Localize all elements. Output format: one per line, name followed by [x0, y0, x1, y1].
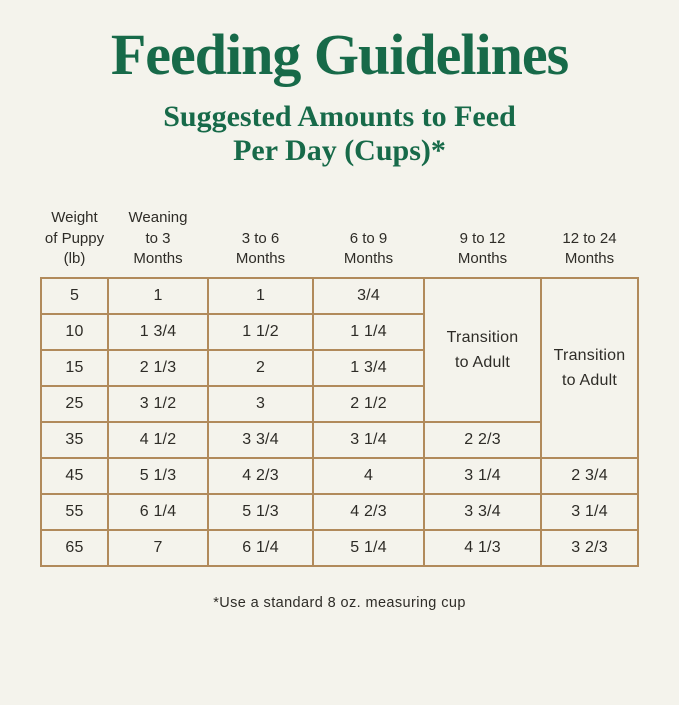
table-row: 25 3 1/2 3 2 1/2: [40, 385, 638, 424]
value-cell: 3/4: [312, 277, 425, 316]
value-cell: 2 1/3: [107, 349, 209, 388]
column-header-3-to-6: 3 to 6 Months: [235, 229, 286, 267]
value-cell: 6 1/4: [207, 529, 314, 568]
weight-cell: 5: [40, 277, 109, 316]
column-header-9-to-12: 9 to 12 Months: [457, 229, 508, 267]
weight-cell: 45: [40, 457, 109, 496]
measuring-cup-footnote: *Use a standard 8 oz. measuring cup: [213, 595, 466, 612]
table-row: 35 4 1/2 3 3/4 3 1/4 2 2/3: [40, 421, 638, 460]
value-cell: 3: [207, 385, 314, 424]
value-cell: 5 1/4: [312, 529, 425, 568]
value-cell: 4 1/2: [107, 421, 209, 460]
weight-cell: 25: [40, 385, 109, 424]
value-cell: 1 1/4: [312, 313, 425, 352]
weight-cell: 15: [40, 349, 109, 388]
column-header-weight: Weight of Puppy (lb): [44, 209, 105, 267]
table-row: 15 2 1/3 2 1 3/4: [40, 349, 638, 388]
value-cell: 4 2/3: [312, 493, 425, 532]
column-header-weaning-to-3: Weaning to 3 Months: [128, 209, 188, 267]
table-row: 45 5 1/3 4 2/3 4 3 1/4 2 3/4: [40, 457, 639, 496]
weight-cell: 55: [40, 493, 109, 532]
value-cell: 3 1/4: [540, 493, 639, 532]
weight-cell: 35: [40, 421, 109, 460]
value-cell: 5 1/3: [107, 457, 209, 496]
transition-to-adult-cell-9-12: Transition to Adult: [423, 277, 542, 424]
weight-cell: 10: [40, 313, 109, 352]
value-cell: 4 1/3: [423, 529, 542, 568]
value-cell: 6 1/4: [107, 493, 209, 532]
value-cell: 3 3/4: [207, 421, 314, 460]
value-cell: 3 1/4: [312, 421, 425, 460]
value-cell: 1 3/4: [107, 313, 209, 352]
value-cell: 7: [107, 529, 209, 568]
value-cell: 3 3/4: [423, 493, 542, 532]
page-title: Feeding Guidelines: [110, 22, 569, 87]
value-cell: 2 2/3: [423, 421, 542, 460]
value-cell: 1: [107, 277, 209, 316]
value-cell: 1 1/2: [207, 313, 314, 352]
value-cell: 5 1/3: [207, 493, 314, 532]
weight-cell: 65: [40, 529, 109, 568]
value-cell: 3 2/3: [540, 529, 639, 568]
value-cell: 4: [312, 457, 425, 496]
value-cell: 2 1/2: [312, 385, 425, 424]
column-header-12-to-24: 12 to 24 Months: [562, 229, 617, 267]
value-cell: 1: [207, 277, 314, 316]
value-cell: 4 2/3: [207, 457, 314, 496]
page-subtitle: Suggested Amounts to Feed Per Day (Cups)…: [163, 100, 516, 168]
column-header-6-to-9: 6 to 9 Months: [343, 229, 394, 267]
value-cell: 2 3/4: [540, 457, 639, 496]
table-header-row: Weight of Puppy (lb) Weaning to 3 Months…: [41, 208, 638, 278]
table-row: 10 1 3/4 1 1/2 1 1/4: [40, 313, 638, 352]
table-row: 5 1 1 3/4 Transition to Adult Transition…: [40, 277, 639, 460]
table-row: 65 7 6 1/4 5 1/4 4 1/3 3 2/3: [40, 529, 639, 568]
value-cell: 2: [207, 349, 314, 388]
transition-to-adult-cell-12-24: Transition to Adult: [540, 277, 639, 460]
value-cell: 1 3/4: [312, 349, 425, 388]
feeding-guidelines-table: Weight of Puppy (lb) Weaning to 3 Months…: [40, 208, 639, 568]
value-cell: 3 1/4: [423, 457, 542, 496]
table-row: 55 6 1/4 5 1/3 4 2/3 3 3/4 3 1/4: [40, 493, 639, 532]
value-cell: 3 1/2: [107, 385, 209, 424]
